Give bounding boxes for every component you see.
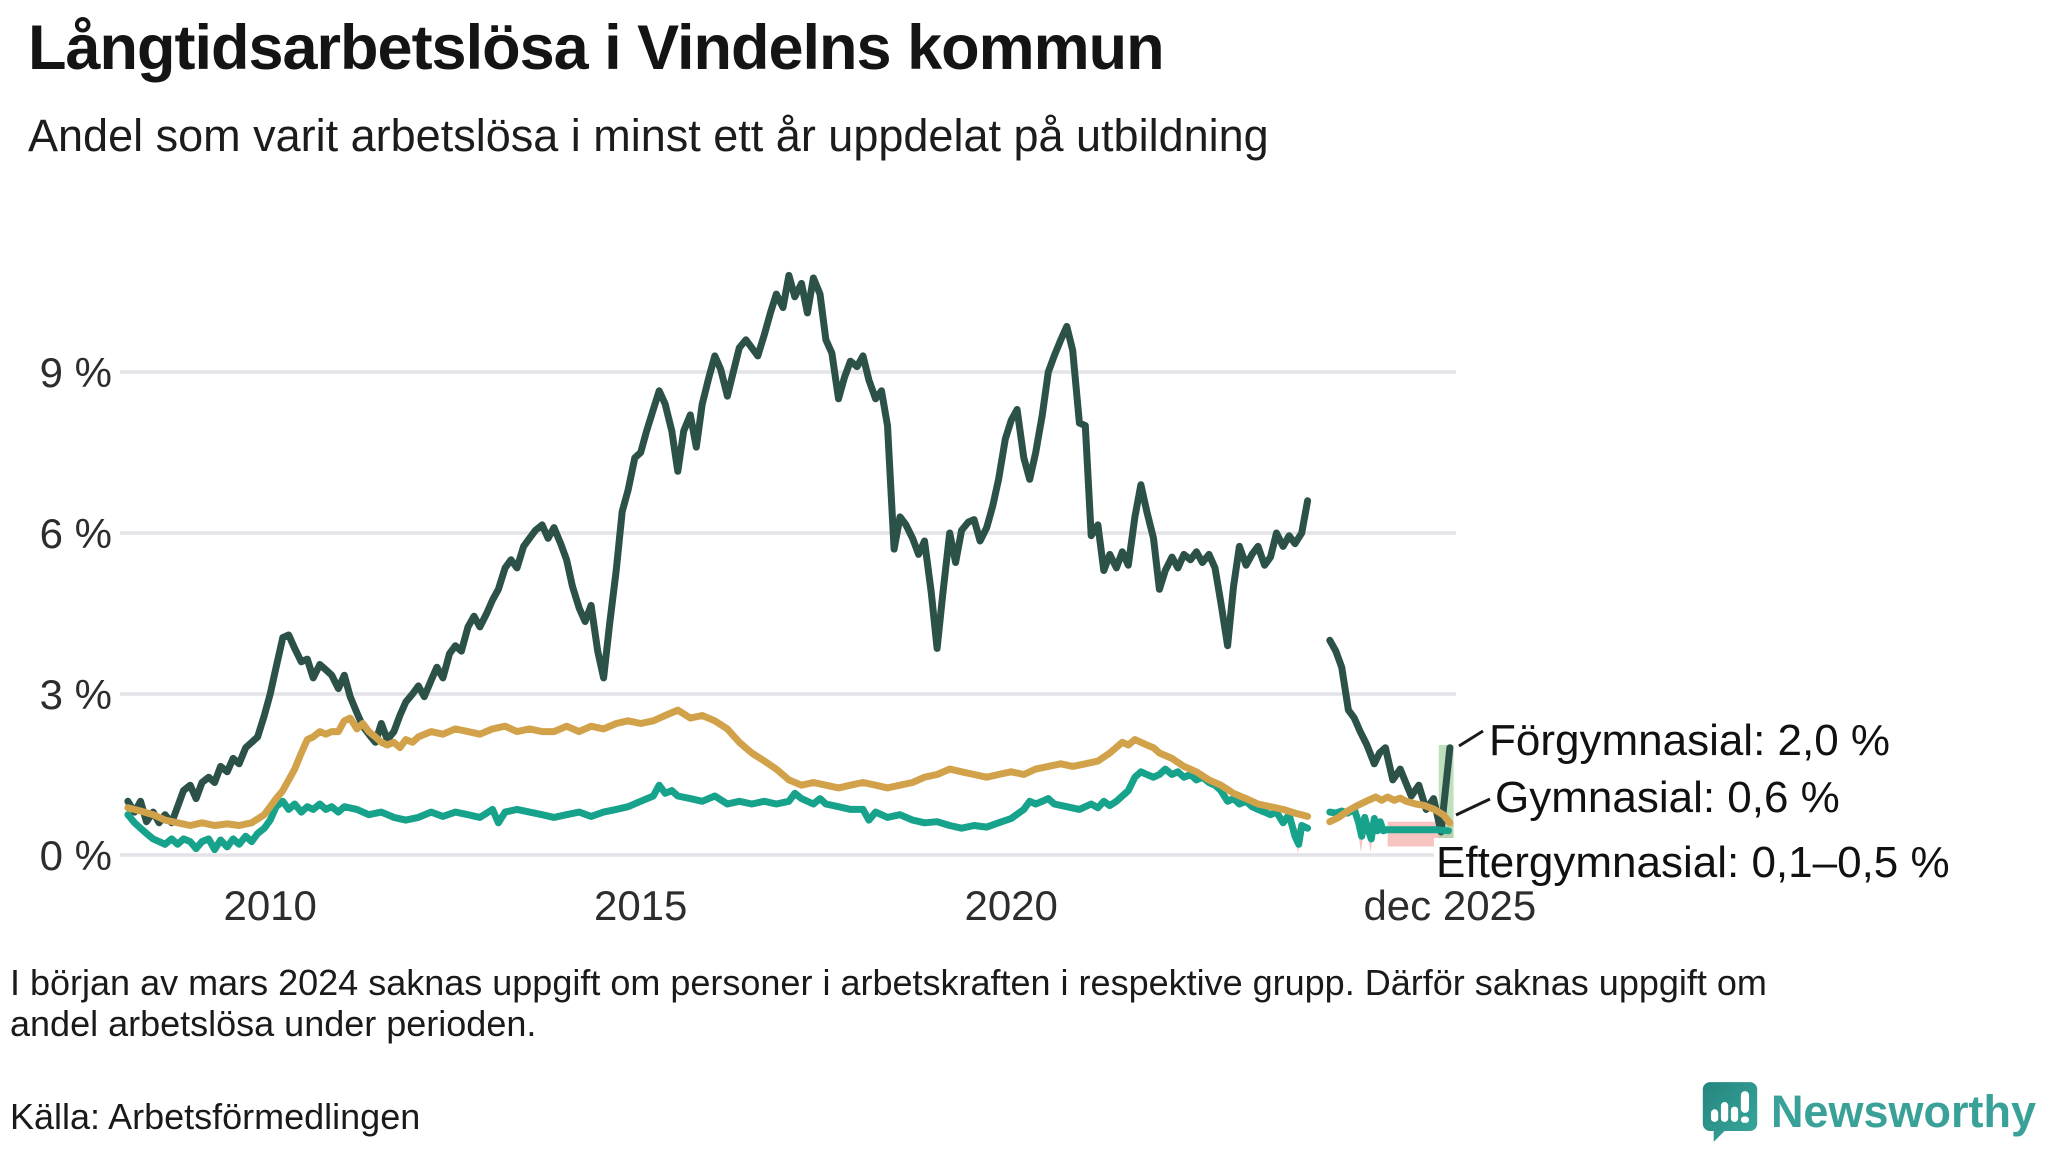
x-axis-tick-label: 2010 — [223, 882, 316, 929]
chart-footnote: I början av mars 2024 saknas uppgift om … — [10, 962, 1990, 1044]
series-line-eftergymnasial — [124, 765, 1312, 854]
source-line: Källa: Arbetsförmedlingen — [10, 1096, 421, 1137]
label-connector-line — [1455, 797, 1491, 817]
footnote-line1: I början av mars 2024 saknas uppgift om … — [10, 962, 1767, 1003]
series-line-förgymnasial — [124, 271, 1312, 827]
y-axis-tick-label: 0 % — [40, 832, 112, 879]
series-line-gymnasial — [124, 706, 1312, 829]
newsworthy-logo-icon — [1702, 1082, 1758, 1142]
footnote-line2: andel arbetslösa under perioden. — [10, 1003, 537, 1044]
x-axis-tick-label: 2020 — [964, 882, 1057, 929]
series-line-förgymnasial — [1326, 636, 1454, 836]
series-end-label: Gymnasial: 0,6 % — [1495, 773, 1840, 822]
newsworthy-logo-text: Newsworthy — [1770, 1086, 2036, 1137]
y-axis-tick-label: 6 % — [40, 510, 112, 557]
newsworthy-branding: Newsworthy — [1701, 1080, 2036, 1144]
x-axis-tick-label: 2015 — [594, 882, 687, 929]
x-axis-tick-label: dec 2025 — [1363, 882, 1536, 929]
y-axis-tick-label: 3 % — [40, 671, 112, 718]
series-end-label: Förgymnasial: 2,0 % — [1489, 716, 1891, 765]
page-title: Långtidsarbetslösa i Vindelns kommun — [28, 13, 1165, 83]
y-axis-tick-label: 9 % — [40, 349, 112, 396]
series-line-gymnasial — [1326, 793, 1454, 827]
label-connector-line — [1458, 729, 1484, 748]
series-end-label: Eftergymnasial: 0,1–0,5 % — [1434, 838, 1956, 888]
page-subtitle: Andel som varit arbetslösa i minst ett å… — [28, 110, 1269, 161]
